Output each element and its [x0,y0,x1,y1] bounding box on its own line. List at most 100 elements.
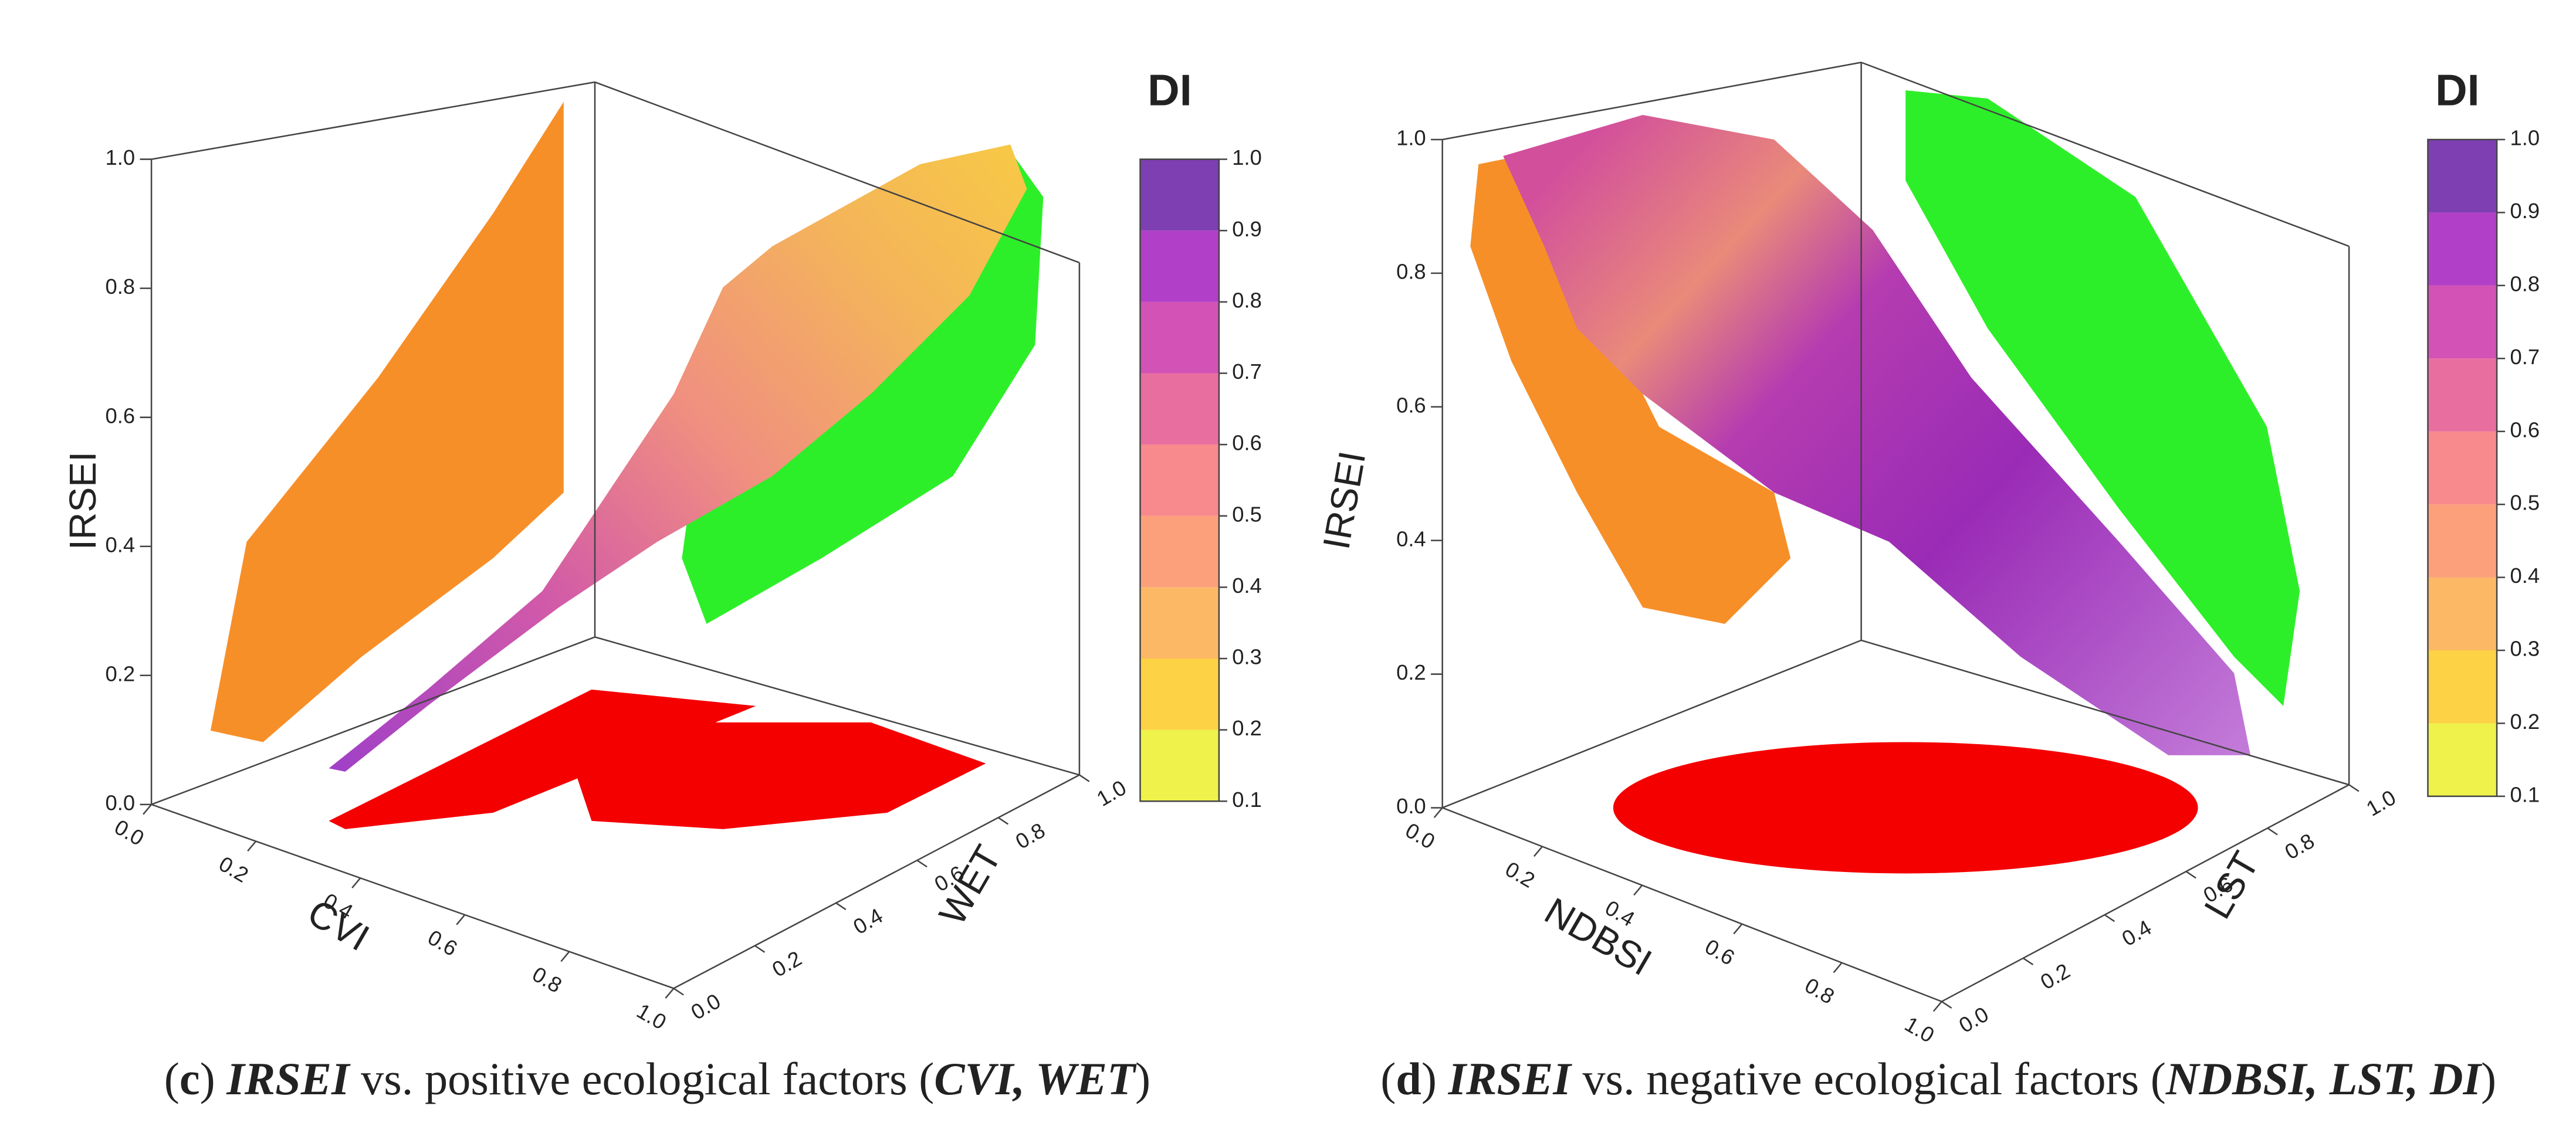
colorbar-tick-label: 0.7 [1232,359,1262,384]
z-tick-label: 1.0 [1396,126,1426,150]
y-tick-label: 0.0 [1955,1002,1992,1038]
colorbar-band [2428,431,2497,505]
x-tick [665,988,675,999]
z-tick-label: 0.2 [1396,660,1426,684]
box-edge [1861,639,2350,786]
y-tick [835,902,847,911]
caption-part: IRSEI [1448,1053,1573,1104]
colorbar-tick-label: 0.9 [2510,199,2540,223]
x-tick-label: 0.8 [1801,973,1839,1009]
axis-label: LST [2196,844,2267,925]
cloud-orange [1470,147,1791,624]
z-tick-label: 1.0 [106,145,136,169]
cloud-red [329,689,756,829]
box-edge [1442,62,1861,141]
y-tick-label: 0.8 [2281,829,2318,864]
colorbar-tick-label: 0.1 [1232,788,1262,812]
cloud-green [1905,90,2300,706]
colorbar-tick-label: 0.4 [2510,564,2540,588]
y-tick [1941,1000,1952,1009]
box-edge [1442,807,1942,1002]
box-edge [151,803,674,989]
z-tick-label: 0.0 [106,790,136,815]
y-tick [673,988,684,996]
colorbar-tick-label: 0.6 [1232,431,1262,455]
y-tick [2022,957,2034,966]
x-tick [1733,923,1743,935]
colorbar-tick-label: 0.5 [2510,491,2540,515]
x-tick [1633,884,1643,896]
colorbar-tick-label: 0.3 [2510,637,2540,661]
colorbar-tick-label: 0.9 [1232,217,1262,241]
colorbar-band [1140,658,1219,730]
colorbar-tick-label: 0.6 [2510,418,2540,442]
x-tick [143,804,153,815]
box-edge [151,636,595,806]
bubble-cloud [1503,114,2251,755]
colorbar-tick-label: 0.7 [2510,345,2540,369]
x-tick [560,951,570,962]
colorbar-band [2428,723,2497,796]
cloud-red [1613,742,2198,874]
colorbar-tick-label: 0.4 [1232,574,1262,598]
y-tick [2267,827,2278,836]
colorbar-band [1140,159,1219,231]
z-tick-label: 0.6 [106,403,136,428]
colorbar-band [2428,285,2497,359]
caption-part: NDBSI, LST, DI [2165,1053,2483,1104]
colorbar-band [2428,650,2497,724]
colorbar-tick-label: 0.5 [1232,502,1262,526]
caption: (d) IRSEI vs. negative ecological factor… [1380,1053,2496,1104]
caption-part: vs. negative ecological factors ( [1571,1053,2166,1104]
x-tick-label: 0.6 [424,925,461,961]
caption: (c) IRSEI vs. positive ecological factor… [164,1053,1150,1104]
colorbar-tick-label: 0.2 [1232,716,1262,740]
x-tick [1533,846,1543,857]
colorbar-band [1140,373,1219,445]
x-tick [247,840,257,852]
colorbar-title: DI [2435,66,2480,116]
colorbar-tick-label: 1.0 [1232,145,1262,169]
colorbar-band [2428,358,2497,432]
y-tick [2104,914,2115,922]
axis-label: NDBSI [1538,890,1658,984]
y-tick [997,817,1009,825]
colorbar-band [1140,587,1219,659]
box-edge [1861,62,2350,247]
colorbar-tick-label: 0.8 [1232,288,1262,312]
z-tick-label: 0.4 [1396,527,1426,551]
z-tick-label: 0.8 [106,274,136,298]
y-tick-label: 0.2 [2036,959,2074,995]
colorbar-tick-label: 0.3 [1232,645,1262,669]
z-tick-label: 0.0 [1396,794,1426,818]
y-tick-label: 0.8 [1011,818,1049,854]
caption-part: IRSEI [226,1053,351,1104]
colorbar-band [1140,730,1219,802]
caption-part: ) [200,1053,227,1104]
caption-part: d [1396,1053,1421,1104]
y-tick [1079,774,1090,782]
colorbar-frame [2427,138,2498,798]
y-tick-label: 1.0 [1092,775,1130,811]
box-edge [151,81,595,160]
x-tick [456,914,466,925]
z-tick-label: 0.4 [106,532,136,557]
y-tick [2348,784,2360,792]
x-tick [351,877,361,888]
colorbar-tick-label: 0.2 [2510,710,2540,734]
cloud-red [575,722,986,829]
colorbar-band [1140,301,1219,374]
y-tick-label: 0.0 [687,989,725,1024]
axis-label: CVI [300,891,376,959]
x-tick-label: 1.0 [633,999,671,1034]
z-tick-label: 0.2 [106,661,136,686]
caption-part: c [180,1053,200,1104]
box-edge [1941,784,2350,1002]
y-tick [754,945,766,953]
x-tick [1833,962,1843,973]
colorbar-tick-label: 1.0 [2510,126,2540,150]
y-tick-label: 0.2 [768,946,805,982]
x-tick [1433,807,1443,819]
y-tick-label: 0.4 [2118,915,2155,951]
